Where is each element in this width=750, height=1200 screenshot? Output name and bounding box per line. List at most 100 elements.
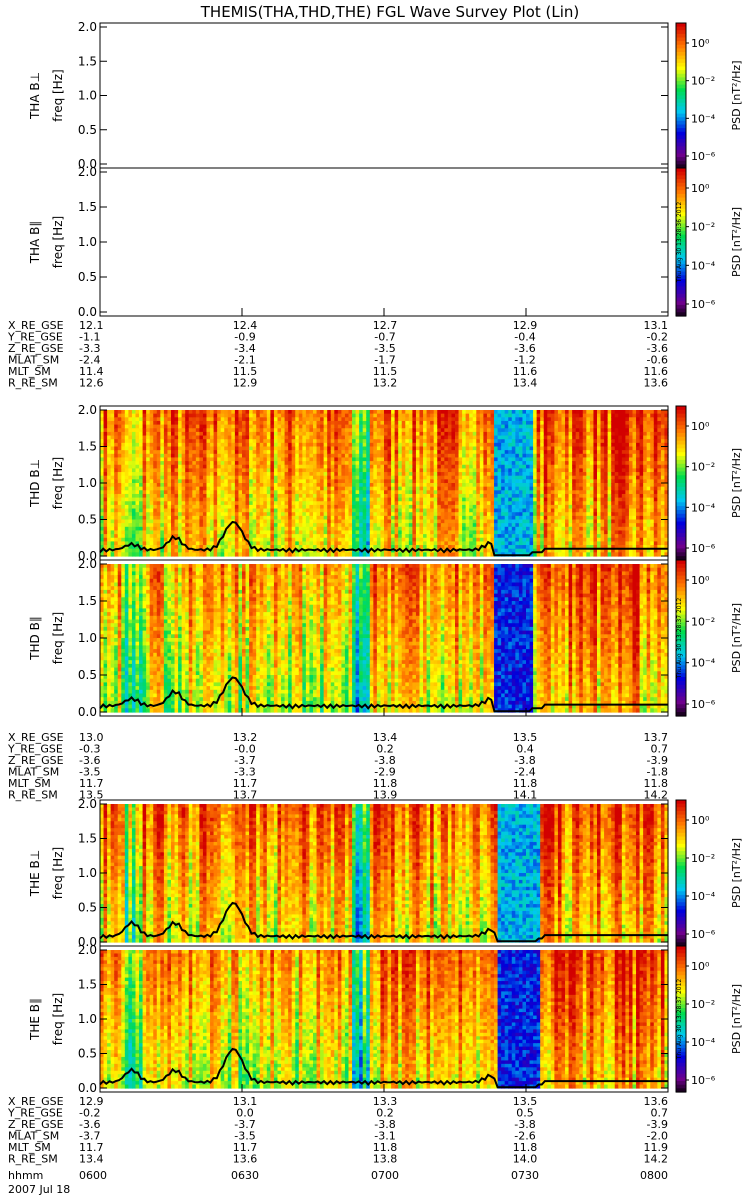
ephemeris-value: 13.6 — [644, 1095, 669, 1108]
ephemeris-row-label: X_RE_GSE — [8, 731, 64, 744]
power-curve — [99, 901, 668, 943]
ephemeris-value: -3.7 — [234, 754, 255, 767]
ephemeris-value: 13.7 — [644, 731, 669, 744]
colorbar: 10⁰ 10⁻² 10⁻⁴ 10⁻⁶ — [675, 559, 716, 717]
ephemeris-value: -2.4 — [514, 766, 535, 779]
ephemeris-value: 11.7 — [233, 1141, 258, 1154]
y-tick-label: 0.5 — [78, 901, 97, 915]
ephemeris-value: -3.7 — [79, 1130, 100, 1143]
colorbar-tick-label: 10⁻⁴ — [691, 657, 716, 670]
ephemeris-row-label: MLT_SM — [8, 1141, 51, 1154]
colorbar-tick-label: 10⁻² — [691, 221, 715, 234]
time-tick-labels: 0600 0630 0700 0730 0800 — [79, 1169, 668, 1182]
colorbar-tick-label: 10⁻² — [691, 461, 715, 474]
ephemeris-value: 11.7 — [79, 777, 104, 790]
ephemeris-value: -3.3 — [79, 342, 100, 355]
ephemeris-block: X_RE_GSE 12.1 12.4 12.7 12.9 13.1 Y_RE_GSE -1.1… — [7, 319, 668, 390]
ephemeris-value: -3.5 — [234, 1130, 255, 1143]
y-tick-label: 0.0 — [78, 705, 97, 719]
ephemeris-value: 13.9 — [373, 789, 398, 802]
ephemeris-value: -0.3 — [79, 743, 100, 756]
panel-label: THD B∥ — [28, 616, 42, 661]
y-tick-label: 1.0 — [78, 89, 97, 103]
ephemeris-value: -3.6 — [514, 342, 535, 355]
freq-axis-label: freq [Hz] — [51, 847, 65, 899]
ephemeris-value: -1.8 — [647, 766, 668, 779]
y-tick-label: 2.0 — [78, 403, 97, 417]
colorbar: 10⁰ 10⁻² 10⁻⁴ 10⁻⁶ — [675, 945, 716, 1093]
y-tick-label: 1.0 — [78, 1012, 97, 1026]
y-tick-label: 2.0 — [78, 20, 97, 34]
panel-label: THE B∥ — [28, 998, 42, 1041]
ephemeris-value: 13.4 — [79, 1153, 104, 1166]
y-tick-label: 2.0 — [78, 557, 97, 571]
freq-axis-label: freq [Hz] — [51, 69, 65, 121]
colorbar-tick-label: 10⁻⁴ — [691, 259, 716, 272]
psd-label: PSD [nT²/Hz] — [730, 448, 743, 518]
ephemeris-value: 11.8 — [373, 777, 398, 790]
psd-label: PSD [nT²/Hz] — [730, 603, 743, 673]
timestamp-stamp: Thu Aug 30 13:28:37 2012 — [676, 598, 683, 680]
ephemeris-value: -0.2 — [647, 331, 668, 344]
colorbar-tick-label: 10⁻⁶ — [691, 150, 716, 163]
ephemeris-value: -2.6 — [514, 1130, 535, 1143]
ephemeris-value: -1.7 — [374, 354, 395, 367]
ephemeris-row-label: R_RE_SM — [8, 1153, 58, 1166]
ephemeris-value: -0.4 — [514, 331, 535, 344]
power-curve — [99, 676, 668, 713]
panel-label: THA B∥ — [28, 221, 42, 265]
ephemeris-value: -3.9 — [647, 1118, 668, 1131]
ephemeris-value: 13.6 — [233, 1153, 258, 1166]
spectrogram-panel: 0.0 0.5 1.0 1.5 2.0 THA B⊥ freq [Hz] 10⁰ 10⁻² 10⁻… — [28, 20, 743, 171]
colorbar-tick-label: 10⁻² — [691, 615, 715, 628]
power-curve — [99, 520, 668, 557]
y-tick-label: 0.5 — [78, 1047, 97, 1061]
colorbar-tick-label: 10⁻² — [691, 75, 715, 88]
y-tick-label: 0.5 — [78, 513, 97, 527]
ephemeris-value: -0.0 — [234, 743, 255, 756]
ephemeris-value: 11.7 — [79, 1141, 104, 1154]
colorbar-frame — [675, 167, 687, 317]
psd-label: PSD [nT²/Hz] — [730, 60, 743, 130]
y-tick-label: 2.0 — [78, 797, 97, 811]
ephemeris-value: -0.2 — [79, 1107, 100, 1120]
ephemeris-block: X_RE_GSE 12.9 13.1 13.3 13.5 13.6 Y_RE_GSE -0.2… — [7, 1095, 668, 1166]
time-tick-label: 0700 — [371, 1169, 399, 1182]
ephemeris-value: 13.5 — [513, 1095, 538, 1108]
ephemeris-value: 11.8 — [373, 1141, 398, 1154]
ephemeris-value: 11.8 — [644, 777, 669, 790]
psd-heatmap — [100, 564, 669, 713]
spectrogram-panel: 0.0 0.5 1.0 1.5 2.0 THA B∥ freq [Hz] 10⁰ 10⁻² 10⁻… — [28, 165, 743, 319]
ephemeris-value: -3.7 — [234, 1118, 255, 1131]
colorbar-tick-label: 10⁰ — [691, 574, 710, 587]
ephemeris-value: -1.1 — [79, 331, 100, 344]
colorbar-frame — [675, 559, 687, 717]
ephemeris-value: -2.4 — [79, 354, 100, 367]
ephemeris-value: -3.5 — [374, 342, 395, 355]
colorbar: 10⁰ 10⁻² 10⁻⁴ 10⁻⁶ — [675, 167, 716, 317]
freq-axis-label: freq [Hz] — [51, 993, 65, 1045]
spectrogram-panel: 0.0 0.5 1.0 1.5 2.0 THE B⊥ freq [Hz] 10⁰ 10⁻² 10⁻… — [28, 797, 743, 949]
ephemeris-value: 12.1 — [79, 319, 104, 332]
ephemeris-row-label: MLT_SM — [8, 777, 51, 790]
y-tick-label: 1.5 — [78, 440, 97, 454]
y-tick-label: 1.0 — [78, 866, 97, 880]
freq-axis-label: freq [Hz] — [51, 612, 65, 664]
colorbar: 10⁰ 10⁻² 10⁻⁴ 10⁻⁶ — [675, 799, 716, 947]
y-tick-label: 1.5 — [78, 200, 97, 214]
colorbar: 10⁰ 10⁻² 10⁻⁴ 10⁻⁶ — [675, 22, 716, 169]
panel-label: THA B⊥ — [28, 72, 42, 120]
ephemeris-row-label: R_RE_SM — [8, 789, 58, 802]
ephemeris-value: 12.9 — [233, 377, 258, 390]
spectrogram-panel: 0.0 0.5 1.0 1.5 2.0 THE B∥ freq [Hz] 10⁰ 10⁻² 10⁻… — [28, 943, 743, 1095]
ephemeris-value: -3.8 — [514, 754, 535, 767]
ephemeris-value: 13.3 — [373, 1095, 398, 1108]
ephemeris-value: 13.1 — [233, 1095, 258, 1108]
spectrogram-panels: 0.0 0.5 1.0 1.5 2.0 THA B⊥ freq [Hz] 10⁰ 10⁻² 10⁻… — [28, 20, 743, 1095]
time-label: hhmm — [8, 1169, 43, 1182]
psd-heatmap — [100, 410, 669, 557]
colorbar: 10⁰ 10⁻² 10⁻⁴ 10⁻⁶ — [675, 405, 716, 561]
y-tick-label: 2.0 — [78, 165, 97, 179]
ephemeris-row-label: Y_RE_GSE — [7, 1107, 63, 1120]
colorbar-tick-label: 10⁰ — [691, 182, 710, 195]
